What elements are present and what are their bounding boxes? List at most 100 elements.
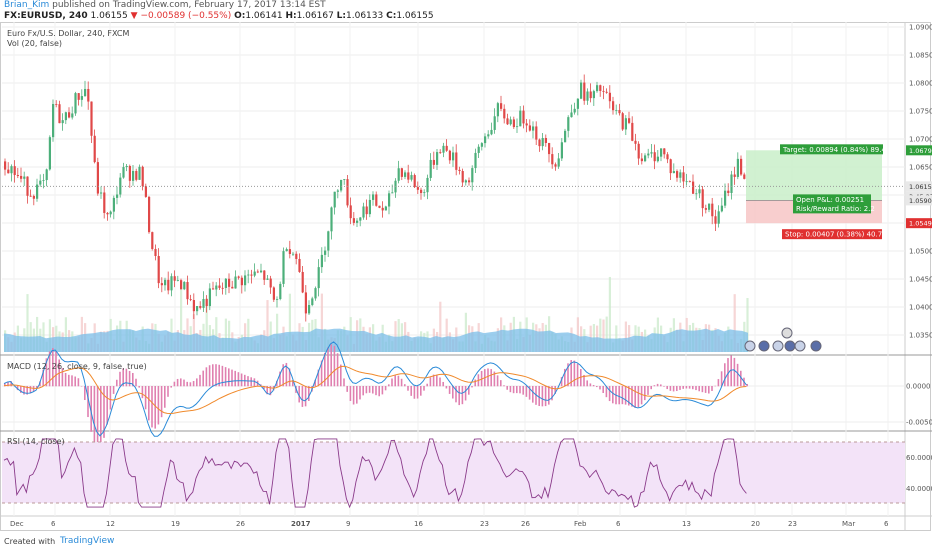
candle-body	[330, 207, 333, 232]
candle-body	[564, 130, 567, 143]
candle-body	[650, 152, 653, 154]
macd-histogram-bar	[333, 345, 336, 387]
rsi-band	[2, 442, 905, 503]
macd-histogram-bar	[266, 386, 268, 395]
main-pane-title: Euro Fx/U.S. Dollar, 240, FXCM	[7, 29, 130, 38]
macd-histogram-bar	[231, 369, 233, 387]
candle-body	[304, 292, 307, 314]
macd-histogram-bar	[532, 386, 534, 403]
macd-histogram-bar	[394, 375, 396, 387]
candle-body	[400, 168, 403, 177]
volume-bar	[445, 318, 448, 352]
time-tick-label: 23	[480, 520, 489, 528]
candle-body	[743, 174, 746, 179]
macd-histogram-bar	[26, 386, 28, 395]
macd-line	[3, 341, 747, 437]
macd-histogram-bar	[384, 386, 387, 391]
candle-body	[128, 165, 131, 181]
candle-body	[327, 231, 330, 251]
candle-body	[186, 282, 189, 300]
macd-histogram-bar	[528, 386, 531, 400]
candle-body	[221, 287, 224, 289]
macd-histogram-bar	[746, 384, 748, 387]
candle-body	[269, 278, 272, 288]
macd-histogram-bar	[109, 386, 112, 410]
volume-label: Vol (20, false)	[7, 39, 63, 48]
macd-histogram-bar	[144, 386, 147, 410]
macd-histogram-bar	[624, 386, 627, 405]
author-link[interactable]: Brian_Kim	[4, 0, 50, 10]
macd-histogram-bar	[413, 386, 416, 399]
candle-body	[125, 165, 128, 168]
macd-histogram-bar	[164, 386, 166, 408]
macd-histogram-bar	[349, 386, 352, 402]
economic-event-icon	[758, 340, 770, 352]
candle-body	[698, 189, 701, 194]
candle-body	[717, 211, 720, 224]
macd-histogram-bar	[666, 386, 668, 390]
macd-histogram-bar	[503, 385, 505, 387]
candle-body	[589, 91, 592, 99]
time-tick-label: 6	[884, 520, 889, 528]
macd-histogram-bar	[96, 386, 99, 450]
macd-histogram-bar	[589, 383, 592, 387]
candle-body	[346, 179, 349, 206]
candle-body	[250, 274, 253, 276]
candle-body	[445, 145, 448, 151]
price-tick-label: 1.08500	[909, 52, 932, 60]
macd-histogram-bar	[20, 386, 22, 393]
candle-body	[292, 253, 295, 255]
candle-body	[343, 179, 346, 180]
macd-histogram-bar	[423, 386, 425, 391]
price-tick-label: 1.06500	[909, 164, 932, 172]
macd-histogram-bar	[16, 386, 19, 391]
macd-histogram-bar	[519, 386, 521, 394]
candle-body	[336, 190, 339, 192]
candle-body	[359, 217, 362, 221]
macd-histogram-bar	[407, 386, 409, 391]
macd-histogram-bar	[29, 386, 32, 394]
macd-histogram-bar	[631, 386, 633, 407]
candle-body	[567, 117, 570, 131]
candle-body	[464, 180, 467, 183]
candle-body	[439, 152, 442, 153]
macd-histogram-bar	[573, 360, 576, 387]
macd-histogram-bar	[324, 352, 326, 387]
candle-body	[436, 152, 439, 165]
candle-body	[349, 205, 352, 219]
volume-bar	[26, 294, 29, 352]
candle-body	[736, 158, 739, 177]
macd-histogram-bar	[548, 386, 550, 405]
price-tick-label: 1.05000	[909, 248, 932, 256]
macd-histogram-bar	[378, 386, 380, 397]
macd-histogram-bar	[647, 386, 649, 395]
candle-body	[10, 166, 13, 174]
footer: Created with TradingView	[0, 532, 932, 550]
candle-body	[138, 166, 141, 180]
macd-histogram-bar	[727, 358, 729, 387]
macd-histogram-bar	[64, 372, 67, 387]
candle-body	[378, 205, 381, 208]
candle-body	[272, 287, 275, 300]
tradingview-logo[interactable]: TradingView	[60, 536, 115, 546]
candle-body	[58, 104, 61, 124]
candle-body	[80, 96, 83, 100]
macd-histogram-bar	[240, 373, 243, 387]
candle-body	[596, 85, 599, 92]
economic-event-icon	[772, 340, 784, 352]
candle-body	[541, 138, 544, 147]
candle-body	[61, 120, 64, 124]
open-value: 1.06141	[245, 11, 283, 21]
candle-body	[32, 195, 35, 199]
macd-histogram-bar	[640, 386, 643, 405]
volume-bar	[48, 319, 51, 352]
macd-histogram-bar	[55, 350, 57, 387]
macd-histogram-bar	[717, 379, 720, 387]
candle-body	[474, 152, 477, 169]
macd-histogram-bar	[429, 377, 432, 387]
candle-body	[119, 177, 122, 195]
macd-histogram-bar	[416, 386, 419, 399]
candle-body	[506, 118, 509, 125]
candle-body	[490, 129, 493, 135]
